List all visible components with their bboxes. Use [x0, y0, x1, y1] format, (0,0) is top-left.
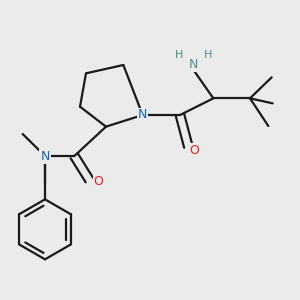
Text: O: O	[94, 175, 103, 188]
Text: N: N	[40, 149, 50, 163]
Text: N: N	[189, 58, 198, 70]
Text: O: O	[189, 143, 199, 157]
Text: H: H	[204, 50, 212, 60]
Text: H: H	[175, 50, 183, 60]
Text: N: N	[138, 109, 147, 122]
